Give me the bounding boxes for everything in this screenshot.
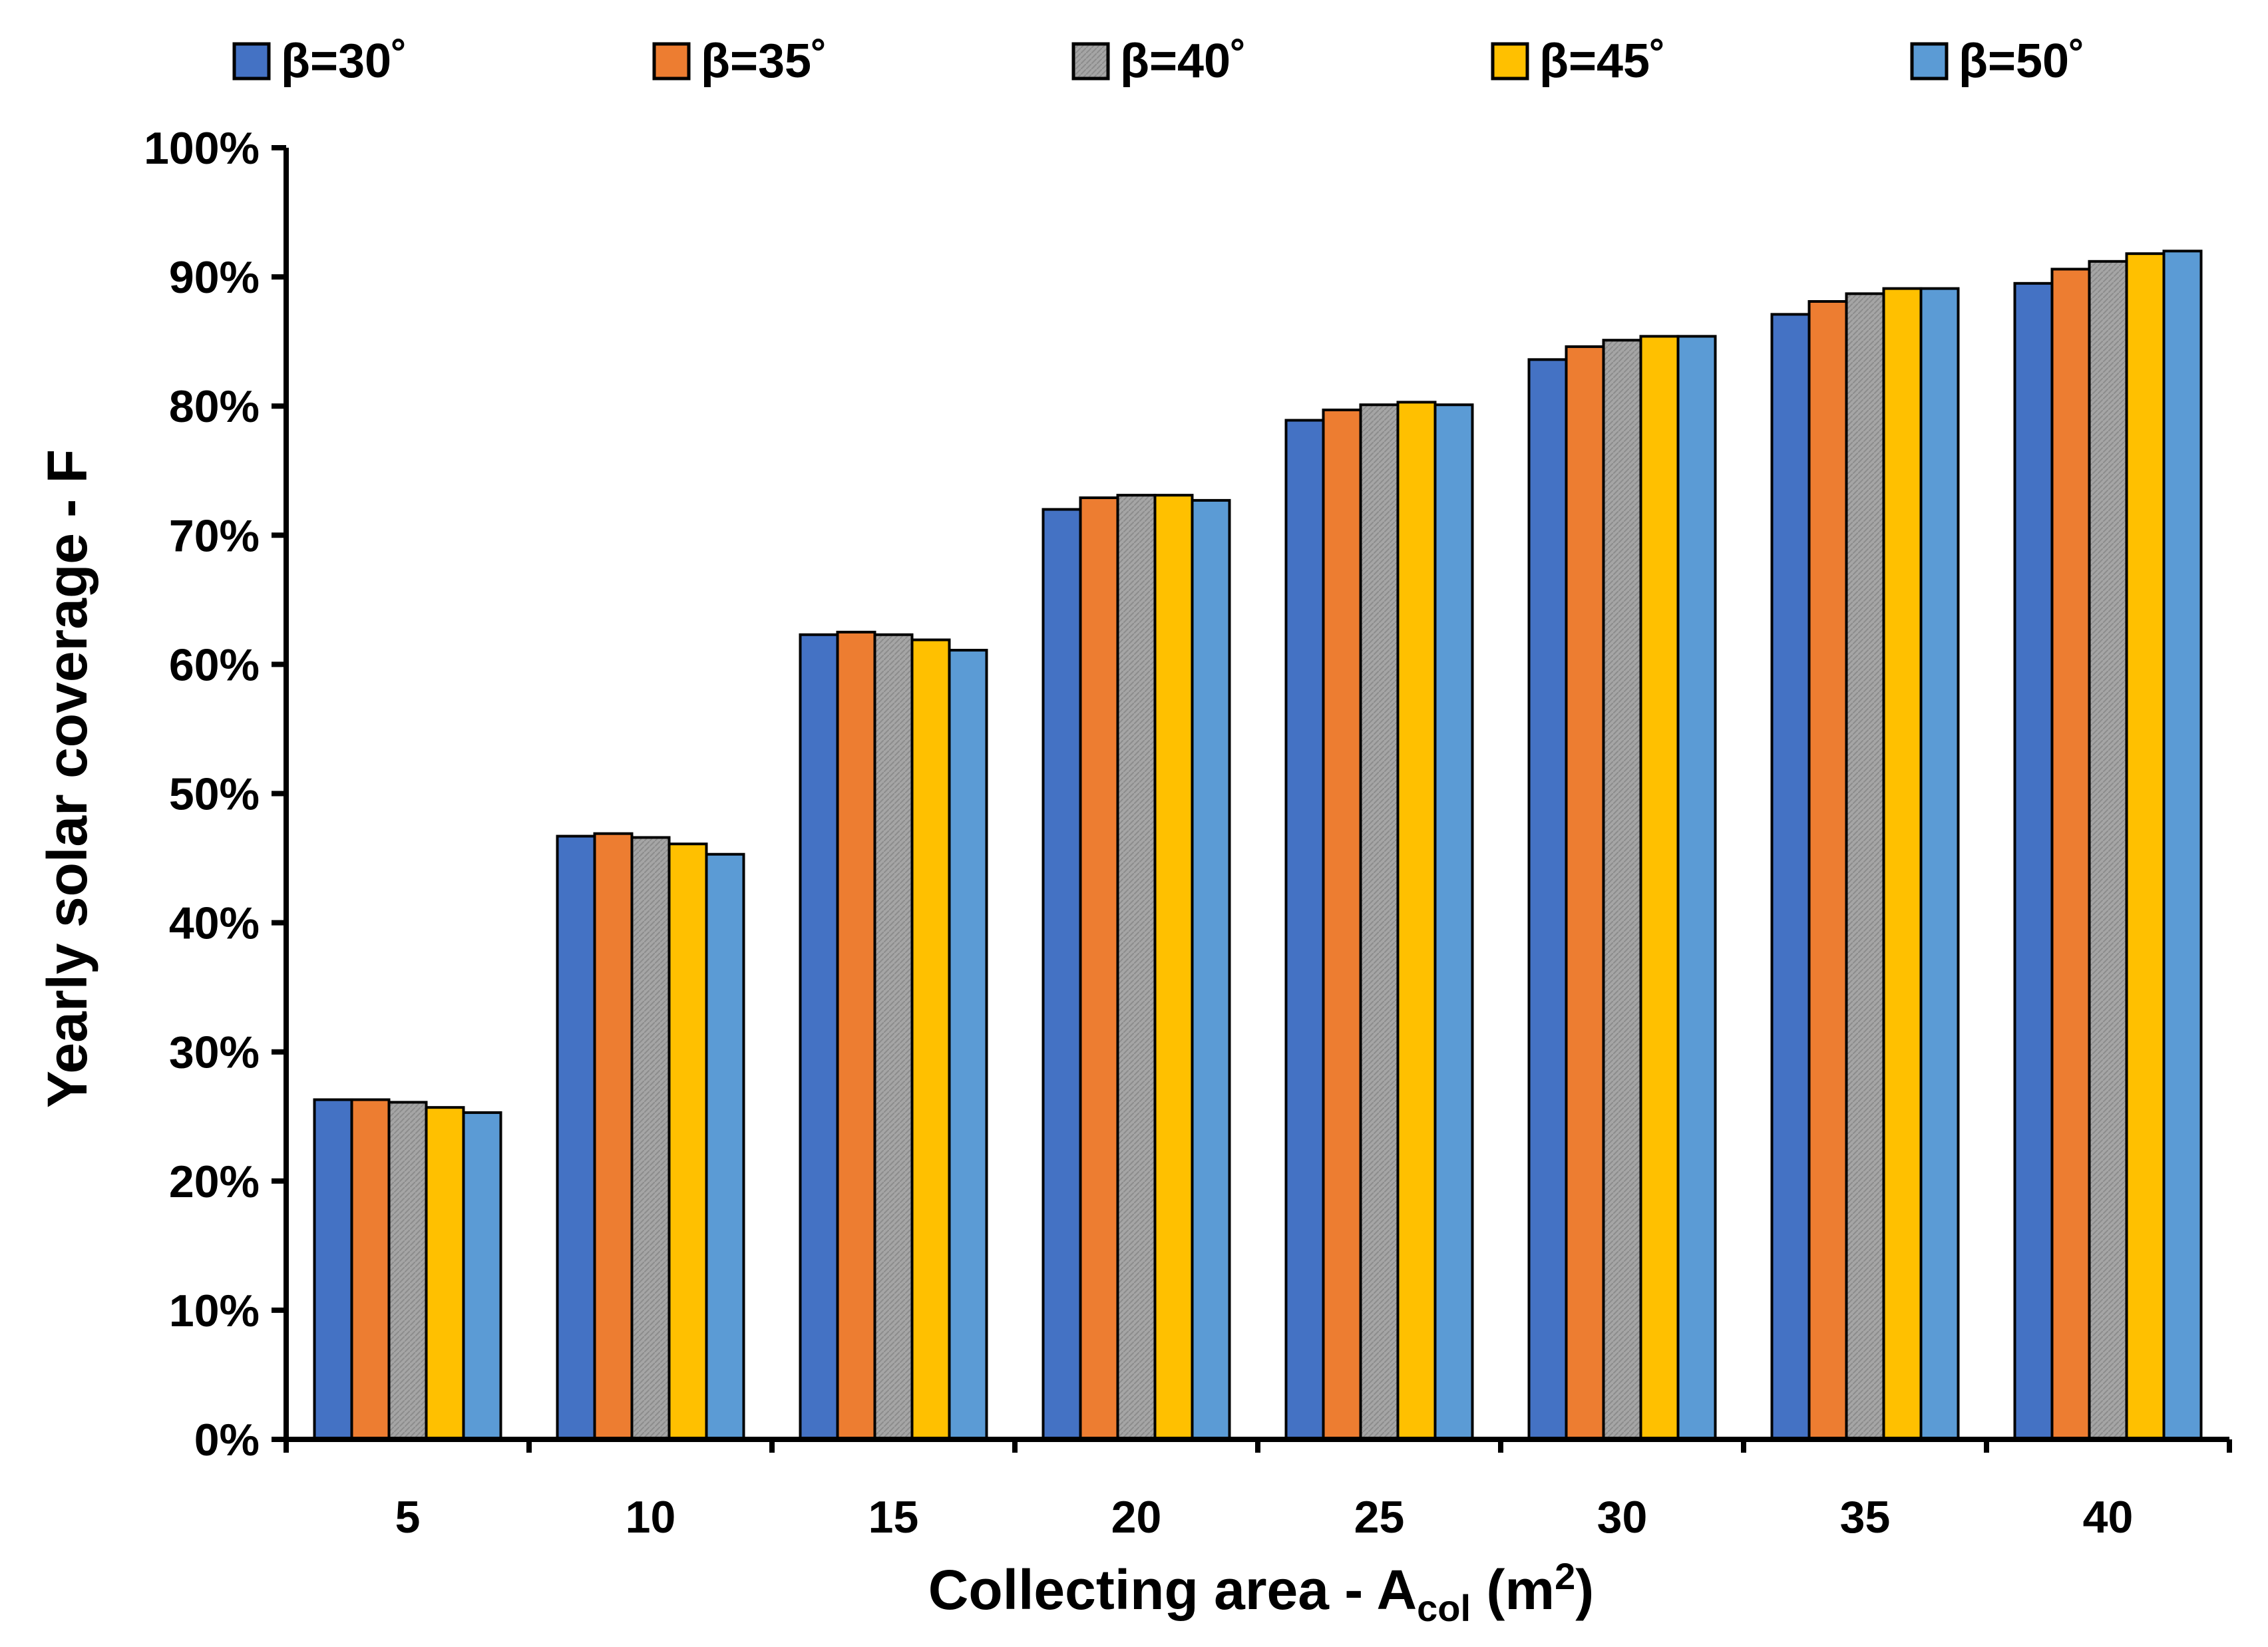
y-tick-label: 40% — [169, 898, 260, 949]
legend-swatch-5 — [1910, 42, 1949, 81]
bar-5-series-2 — [350, 1098, 391, 1441]
bar-20-series-1 — [1041, 508, 1082, 1441]
bar-15-series-2 — [836, 630, 876, 1441]
bar-10-series-3 — [630, 836, 671, 1441]
bar-25-series-1 — [1284, 419, 1325, 1441]
bar-35-series-4 — [1882, 287, 1923, 1441]
bar-20-series-4 — [1153, 494, 1194, 1441]
legend-swatch-3 — [1071, 42, 1110, 81]
x-axis-title-close: ) — [1575, 1558, 1594, 1621]
y-tick-label: 0% — [194, 1415, 260, 1465]
bar-5-series-4 — [425, 1106, 465, 1441]
x-axis-title-unit: (m — [1471, 1558, 1555, 1621]
x-tick-label: 10 — [626, 1492, 676, 1543]
bar-40-series-3 — [2088, 260, 2128, 1441]
bar-25-series-4 — [1396, 401, 1437, 1441]
x-axis-title-sup: 2 — [1555, 1555, 1575, 1597]
legend-label-2: β=35˚ — [701, 35, 827, 88]
x-axis-title: Collecting area - Acol (m2) — [928, 1555, 1594, 1629]
y-tick-label: 80% — [169, 381, 260, 432]
x-tick-label: 25 — [1354, 1492, 1405, 1543]
bars — [313, 250, 2203, 1441]
bar-5-series-3 — [387, 1101, 428, 1441]
y-axis: 0% 10% 20% 30% 40% 50% 60% 70% 80% 90% 100% — [144, 123, 289, 1465]
bar-25-series-3 — [1359, 403, 1400, 1441]
y-axis-title: Yearly solar coverage - F — [36, 449, 98, 1108]
bar-40-series-4 — [2125, 252, 2166, 1441]
bar-20-series-3 — [1116, 494, 1157, 1441]
bar-30-series-3 — [1602, 339, 1642, 1441]
x-tick-label: 5 — [395, 1492, 421, 1543]
legend: β=30˚ β=35˚ β=40˚ β=45˚ β=50˚ — [232, 35, 2085, 88]
x-tick-label: 20 — [1111, 1492, 1162, 1543]
bar-20-series-2 — [1079, 496, 1119, 1441]
x-axis: 5 10 15 20 25 30 35 40 — [284, 1437, 2232, 1543]
bar-15-series-5 — [948, 649, 988, 1441]
bar-15-series-4 — [910, 638, 951, 1441]
x-tick-label: 40 — [2083, 1492, 2134, 1543]
bar-15-series-3 — [873, 633, 914, 1441]
y-tick-label: 90% — [169, 252, 260, 303]
bar-10-series-1 — [556, 834, 596, 1441]
bar-35-series-3 — [1845, 292, 1885, 1441]
bar-30-series-4 — [1639, 335, 1680, 1441]
legend-swatch-2 — [652, 42, 691, 81]
bar-35-series-5 — [1919, 287, 1960, 1441]
bar-30-series-2 — [1565, 345, 1605, 1441]
x-axis-title-sub: col — [1417, 1587, 1471, 1629]
legend-swatch-1 — [232, 42, 271, 81]
bar-5-series-5 — [462, 1111, 502, 1441]
x-tick-label: 35 — [1840, 1492, 1891, 1543]
bar-40-series-2 — [2050, 268, 2091, 1441]
y-tick-label: 50% — [169, 769, 260, 820]
x-axis-title-main: Collecting area - A — [928, 1558, 1417, 1621]
bar-20-series-5 — [1191, 498, 1231, 1441]
bar-35-series-2 — [1807, 299, 1848, 1441]
y-tick-label: 30% — [169, 1027, 260, 1078]
bar-30-series-5 — [1676, 335, 1717, 1441]
bar-40-series-1 — [2013, 281, 2054, 1441]
bar-5-series-1 — [313, 1098, 353, 1441]
x-tick-label: 30 — [1597, 1492, 1648, 1543]
legend-label-5: β=50˚ — [1959, 35, 2085, 88]
bar-15-series-1 — [799, 633, 839, 1441]
legend-label-4: β=45˚ — [1539, 35, 1666, 88]
legend-label-1: β=30˚ — [281, 35, 407, 88]
x-tick-label: 15 — [868, 1492, 919, 1543]
bar-40-series-5 — [2162, 250, 2203, 1441]
bar-35-series-1 — [1770, 313, 1811, 1441]
legend-swatch-4 — [1491, 42, 1529, 81]
bar-25-series-2 — [1322, 409, 1362, 1441]
legend-label-3: β=40˚ — [1120, 35, 1246, 88]
y-tick-label: 20% — [169, 1157, 260, 1207]
y-tick-label: 60% — [169, 640, 260, 690]
y-tick-label: 10% — [169, 1286, 260, 1336]
y-tick-label: 100% — [144, 123, 260, 174]
bar-25-series-5 — [1433, 403, 1474, 1441]
bar-30-series-1 — [1527, 358, 1568, 1441]
y-tick-label: 70% — [169, 510, 260, 561]
bar-10-series-2 — [593, 832, 634, 1441]
bar-10-series-4 — [667, 842, 708, 1441]
bar-10-series-5 — [705, 852, 745, 1441]
